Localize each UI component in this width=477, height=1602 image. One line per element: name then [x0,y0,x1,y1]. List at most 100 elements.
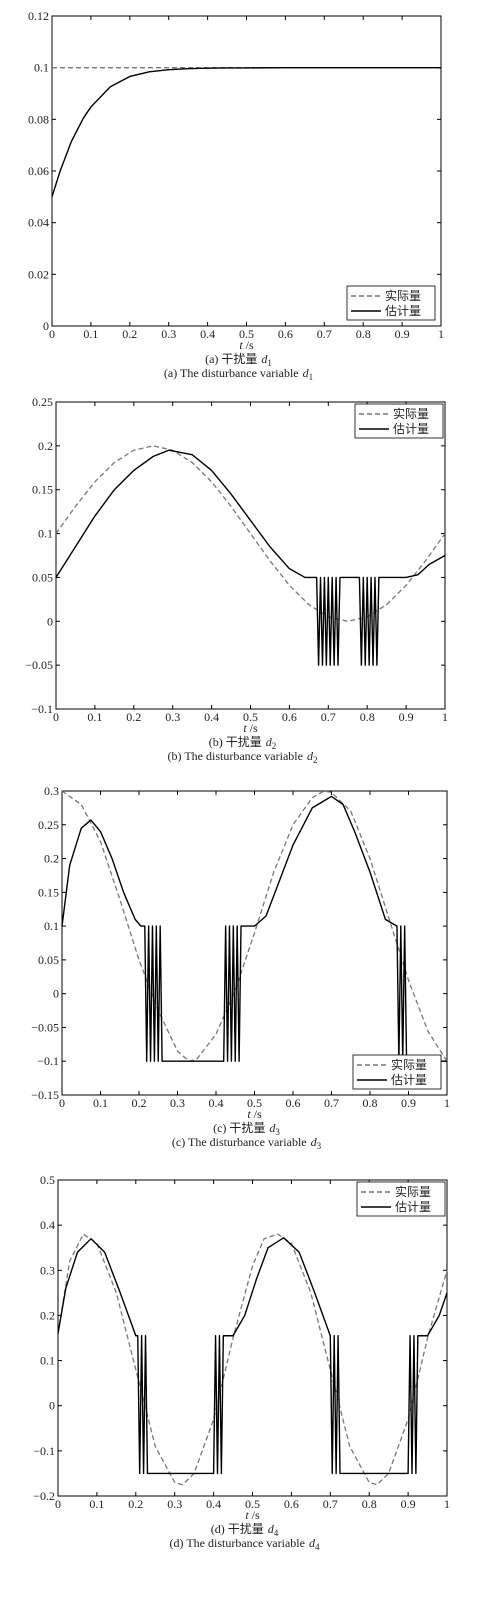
plot-frame [51,15,442,327]
y-tick-label: 0.04 [28,216,49,230]
y-tick-label: −0.1 [37,1054,59,1068]
x-tick-label: 0.8 [363,1096,378,1110]
x-tick-label: 0.7 [321,710,336,724]
plot-frame [57,1179,448,1497]
y-tick-label: 0.1 [38,527,53,541]
x-tick-label: 0.7 [317,327,332,341]
caption-var-sub: 1 [309,372,314,382]
series-line-1 [61,790,448,1062]
y-tick-label: −0.15 [31,1088,59,1102]
series-line-1 [55,445,446,622]
legend-label-2: 估计量 [395,1200,431,1214]
caption-var: d [307,749,314,763]
caption-cn: (d) 干扰量 d4 [211,1522,279,1538]
caption-var: d [269,1121,276,1135]
x-tick-label: 0.2 [132,1096,147,1110]
caption-cn-text: (b) 干扰量 [209,735,262,749]
x-axis-label: t/s [243,721,258,735]
y-tick-label: 0.02 [28,267,49,281]
x-tick-label: 0.7 [324,1096,339,1110]
x-tick-label: 0.5 [239,327,254,341]
series-line-2 [51,66,441,198]
x-tick-label: 0.9 [401,1497,416,1511]
y-tick-label: 0.15 [32,483,53,497]
y-tick-label: 0.08 [28,112,49,126]
caption-var-sub: 3 [317,1141,322,1151]
legend-label-1: 实际量 [391,1057,427,1072]
x-tick-label: 0.6 [284,1497,299,1511]
y-tick-label: 0.2 [40,1308,55,1322]
x-tick-label: 0.5 [245,1497,260,1511]
x-tick-label: 1 [438,327,444,341]
y-tick-label: 0.3 [40,1263,55,1277]
x-tick-label: 0.1 [89,1497,104,1511]
y-tick-label: 0.1 [44,919,59,933]
y-tick-label: −0.2 [33,1489,55,1503]
caption-var: d [311,1135,318,1149]
chart-panel-4: 0 0.1 0.2 0.3 0.4 0.5 0.6 0.7 0.8 0.9 1 −0.2 −0.1 0 0.… [33,1173,450,1552]
y-tick-label: 0.25 [32,395,53,409]
y-tick-label: 0.1 [40,1354,55,1368]
x-tick-label: 0.5 [243,710,258,724]
y-tick-label: 0.5 [40,1173,55,1187]
x-axis-unit: /s [250,721,258,735]
y-tick-label: −0.1 [33,1444,55,1458]
y-tick-label: 0 [47,614,53,628]
x-axis-unit: /s [254,1107,262,1121]
caption-var: d [309,1536,316,1550]
caption-en: (a) The disturbance variable d1 [164,366,313,382]
x-tick-label: 0 [59,1096,65,1110]
caption-var: d [266,735,273,749]
x-tick-label: 1 [442,710,448,724]
y-tick-label: 0.15 [38,885,59,899]
x-tick-label: 0.8 [360,710,375,724]
x-tick-label: 0.7 [323,1497,338,1511]
caption-en-text: (b) The disturbance variable [168,749,303,763]
caption-var: d [268,1522,275,1536]
plot-frame [61,790,448,1096]
x-tick-label: 0.8 [356,327,371,341]
x-tick-label: 0.1 [93,1096,108,1110]
caption-var-sub: 4 [274,1528,279,1538]
y-tick-label: −0.05 [25,658,53,672]
caption-en-text: (a) The disturbance variable [164,366,299,380]
caption-en-text: (c) The disturbance variable [172,1135,307,1149]
x-tick-label: 0.6 [278,327,293,341]
x-tick-label: 1 [444,1096,450,1110]
caption-en-text: (d) The disturbance variable [170,1536,305,1550]
x-tick-label: 0 [49,327,55,341]
chart-panel-3: 0 0.1 0.2 0.3 0.4 0.5 0.6 0.7 0.8 0.9 1 −0.15 −0.1 −0… [31,784,450,1151]
x-axis-unit: /s [246,338,254,352]
chart-panel-2: 0 0.1 0.2 0.3 0.4 0.5 0.6 0.7 0.8 0.9 1 −0.1 −0.05 0 0… [25,395,448,765]
legend-label-2: 估计量 [385,304,421,318]
caption-cn-text: (c) 干扰量 [213,1121,265,1135]
x-tick-label: 0.9 [399,710,414,724]
legend-label-2: 估计量 [393,422,429,436]
x-tick-label: 0.6 [282,710,297,724]
chart-panel-1: 0 0.1 0.2 0.3 0.4 0.5 0.6 0.7 0.8 0.9 1 0 0.02 0.04 0.… [28,9,444,382]
y-tick-label: −0.1 [31,702,53,716]
caption-en: (c) The disturbance variable d3 [172,1135,322,1151]
plot-frame [55,401,446,710]
y-tick-label: 0.05 [32,570,53,584]
legend-box [346,285,436,321]
y-tick-label: 0 [43,319,49,333]
x-tick-label: 1 [444,1497,450,1511]
x-tick-label: 0.3 [165,710,180,724]
caption-var: d [261,352,268,366]
caption-var-sub: 1 [267,358,272,368]
caption-cn: (b) 干扰量 d2 [209,735,277,751]
caption-cn: (c) 干扰量 d3 [213,1121,280,1137]
series-line-2 [61,795,447,1062]
y-tick-label: 0 [53,987,59,1001]
legend-label-1: 实际量 [385,288,421,303]
x-axis-var: t [245,1508,249,1522]
y-tick-label: −0.05 [31,1020,59,1034]
y-tick-label: 0.2 [38,439,53,453]
y-tick-label: 0.1 [34,61,49,75]
